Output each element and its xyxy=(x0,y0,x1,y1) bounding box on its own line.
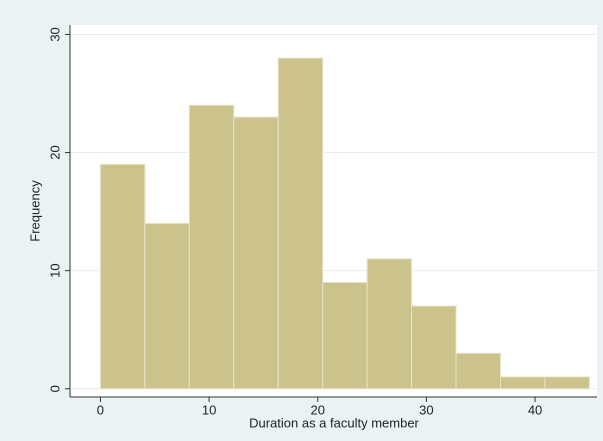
x-tick-label: 40 xyxy=(528,402,542,417)
bar xyxy=(544,376,590,390)
y-axis-title: Frequency xyxy=(27,180,42,242)
y-tick-label: 30 xyxy=(47,27,62,41)
bar xyxy=(144,222,190,390)
x-tick-label: 0 xyxy=(97,402,104,417)
bar xyxy=(366,258,413,390)
bar xyxy=(455,352,501,390)
y-tick-label: 20 xyxy=(47,145,62,159)
y-tick-label: 0 xyxy=(47,385,62,392)
bar xyxy=(277,57,324,390)
bar xyxy=(411,305,457,390)
bar xyxy=(188,104,235,390)
bar xyxy=(322,281,368,390)
y-tick-label: 10 xyxy=(47,263,62,277)
x-axis-title: Duration as a faculty member xyxy=(249,415,419,430)
x-tick-label: 10 xyxy=(202,402,216,417)
bar xyxy=(99,163,146,390)
bar xyxy=(499,376,546,390)
x-tick-label: 20 xyxy=(311,402,325,417)
bar xyxy=(233,116,279,390)
x-tick-label: 30 xyxy=(419,402,433,417)
